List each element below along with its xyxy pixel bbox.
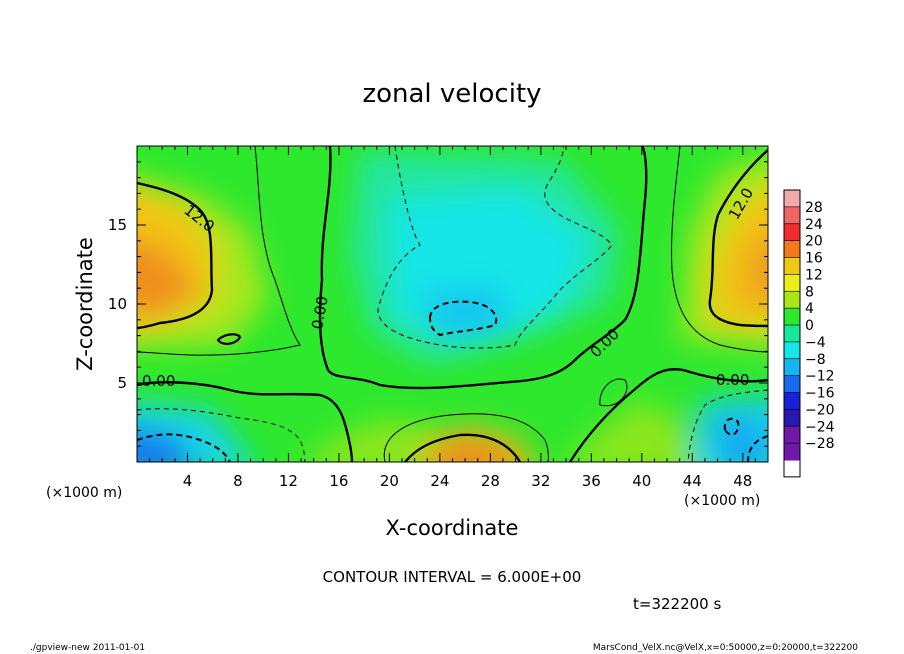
chart-title: zonal velocity <box>362 79 541 109</box>
contour-minus12-lower-right-edge <box>747 435 768 462</box>
colorbar-frame <box>783 189 801 478</box>
contour-zero-right-lower <box>568 368 768 462</box>
x-tick-label: 48 <box>733 472 752 490</box>
colorbar-tick-label: 8 <box>805 284 814 300</box>
colorbar-band <box>784 325 800 343</box>
contours <box>137 146 768 462</box>
x-tick-label: 24 <box>430 472 449 490</box>
contour-label: 0.00 <box>716 371 749 389</box>
x-tick-label: 44 <box>683 472 702 490</box>
contour-minus6-central <box>377 146 613 349</box>
field-bottom-right-warm <box>568 400 694 462</box>
colorbar-tick-label: −16 <box>805 386 835 402</box>
x-tick-label: 12 <box>279 472 298 490</box>
y-axis: 5 10 15 <box>108 145 768 463</box>
contour-zero-center <box>318 146 648 390</box>
contour-minus6-lower-right <box>687 389 768 462</box>
y-axis-label: Z-coordinate <box>73 237 97 371</box>
y-tick-label: 5 <box>117 374 127 392</box>
contour-12-left-island <box>216 333 242 345</box>
field-lower-right-cold <box>715 418 768 462</box>
colorbar-band <box>784 392 800 410</box>
x-tick-label: 4 <box>183 472 193 490</box>
x-tick-label: 28 <box>481 472 500 490</box>
colorbar-tick-label: −12 <box>805 369 835 385</box>
contour-label: 0.00 <box>142 372 175 390</box>
contour-12-right <box>708 149 768 328</box>
x-tick-label: 16 <box>329 472 348 490</box>
field <box>137 146 768 462</box>
contour-12-left <box>137 181 214 330</box>
contour-label: 0.00 <box>308 295 332 331</box>
x-unit-label: (×1000 m) <box>684 493 760 509</box>
colorbar-tick-label: −24 <box>805 419 835 435</box>
x-tick-label: 20 <box>380 472 399 490</box>
colorbar-tick-label: 4 <box>805 301 814 317</box>
colorbar-band <box>784 409 800 427</box>
colorbar-tick-label: −20 <box>805 402 835 418</box>
colorbar-band <box>784 240 800 258</box>
colorbar-tick-label: 16 <box>805 251 823 267</box>
y-tick-label: 10 <box>108 295 127 313</box>
contour-interval-text: CONTOUR INTERVAL = 6.000E+00 <box>323 568 582 586</box>
contour-minus12-lower-right <box>723 417 740 436</box>
y-unit-label: (×1000 m) <box>46 485 122 501</box>
colorbar-tick-label: −4 <box>805 335 826 351</box>
colorbar-band <box>784 358 800 377</box>
x-axis-label: X-coordinate <box>386 516 519 540</box>
contour-zero-left-lower <box>137 381 354 462</box>
colorbar-band <box>784 274 800 292</box>
x-tick-label: 40 <box>632 472 651 490</box>
contour-6-left <box>137 146 301 356</box>
x-tick-label: 8 <box>233 472 243 490</box>
colorbar-band <box>784 206 800 225</box>
contour-minus6-lower-left <box>137 408 306 462</box>
colorbar-band <box>784 223 800 242</box>
colorbar-band <box>784 257 800 275</box>
field-lower-left-cold <box>137 429 192 462</box>
footer-right: MarsCond_VelX.nc@VelX,x=0:50000,z=0:2000… <box>593 643 858 653</box>
colorbar-tick-label: 24 <box>805 217 823 233</box>
contour-6-bottom <box>383 413 549 462</box>
field-left-core <box>137 239 200 315</box>
colorbar-band <box>784 341 800 360</box>
colorbar-band <box>784 190 800 208</box>
y-tick-label: 15 <box>108 216 127 234</box>
colorbar-tick-label: −8 <box>805 352 826 368</box>
time-label: t=322200 s <box>633 595 721 613</box>
colorbar-band <box>784 443 800 461</box>
x-axis: 4 8 12 16 20 24 28 32 36 40 44 48 <box>136 146 769 490</box>
contour-minus12-lower-left <box>137 433 231 462</box>
contour-6-island <box>599 378 628 407</box>
colorbar-band <box>784 375 800 393</box>
contour-12-bottom <box>404 433 522 462</box>
colorbar-tick-label: 0 <box>805 318 814 334</box>
footer-left: ./gpview-new 2011-01-01 <box>30 643 145 653</box>
colorbar-band <box>784 291 800 309</box>
colorbar-tick-label: 20 <box>805 234 823 250</box>
colorbar-tick-label: 12 <box>805 267 823 283</box>
field-bottom-hot <box>432 440 509 462</box>
contour-minus12-central <box>428 300 498 337</box>
x-tick-label: 36 <box>582 472 601 490</box>
x-tick-label: 32 <box>531 472 550 490</box>
colorbar-tick-label: 28 <box>805 200 823 216</box>
colorbar-band <box>784 426 800 444</box>
colorbar-band <box>784 308 800 326</box>
field-right-core <box>745 235 768 305</box>
colorbar-tick-label: −28 <box>805 436 835 452</box>
contour-6-right <box>671 146 768 353</box>
